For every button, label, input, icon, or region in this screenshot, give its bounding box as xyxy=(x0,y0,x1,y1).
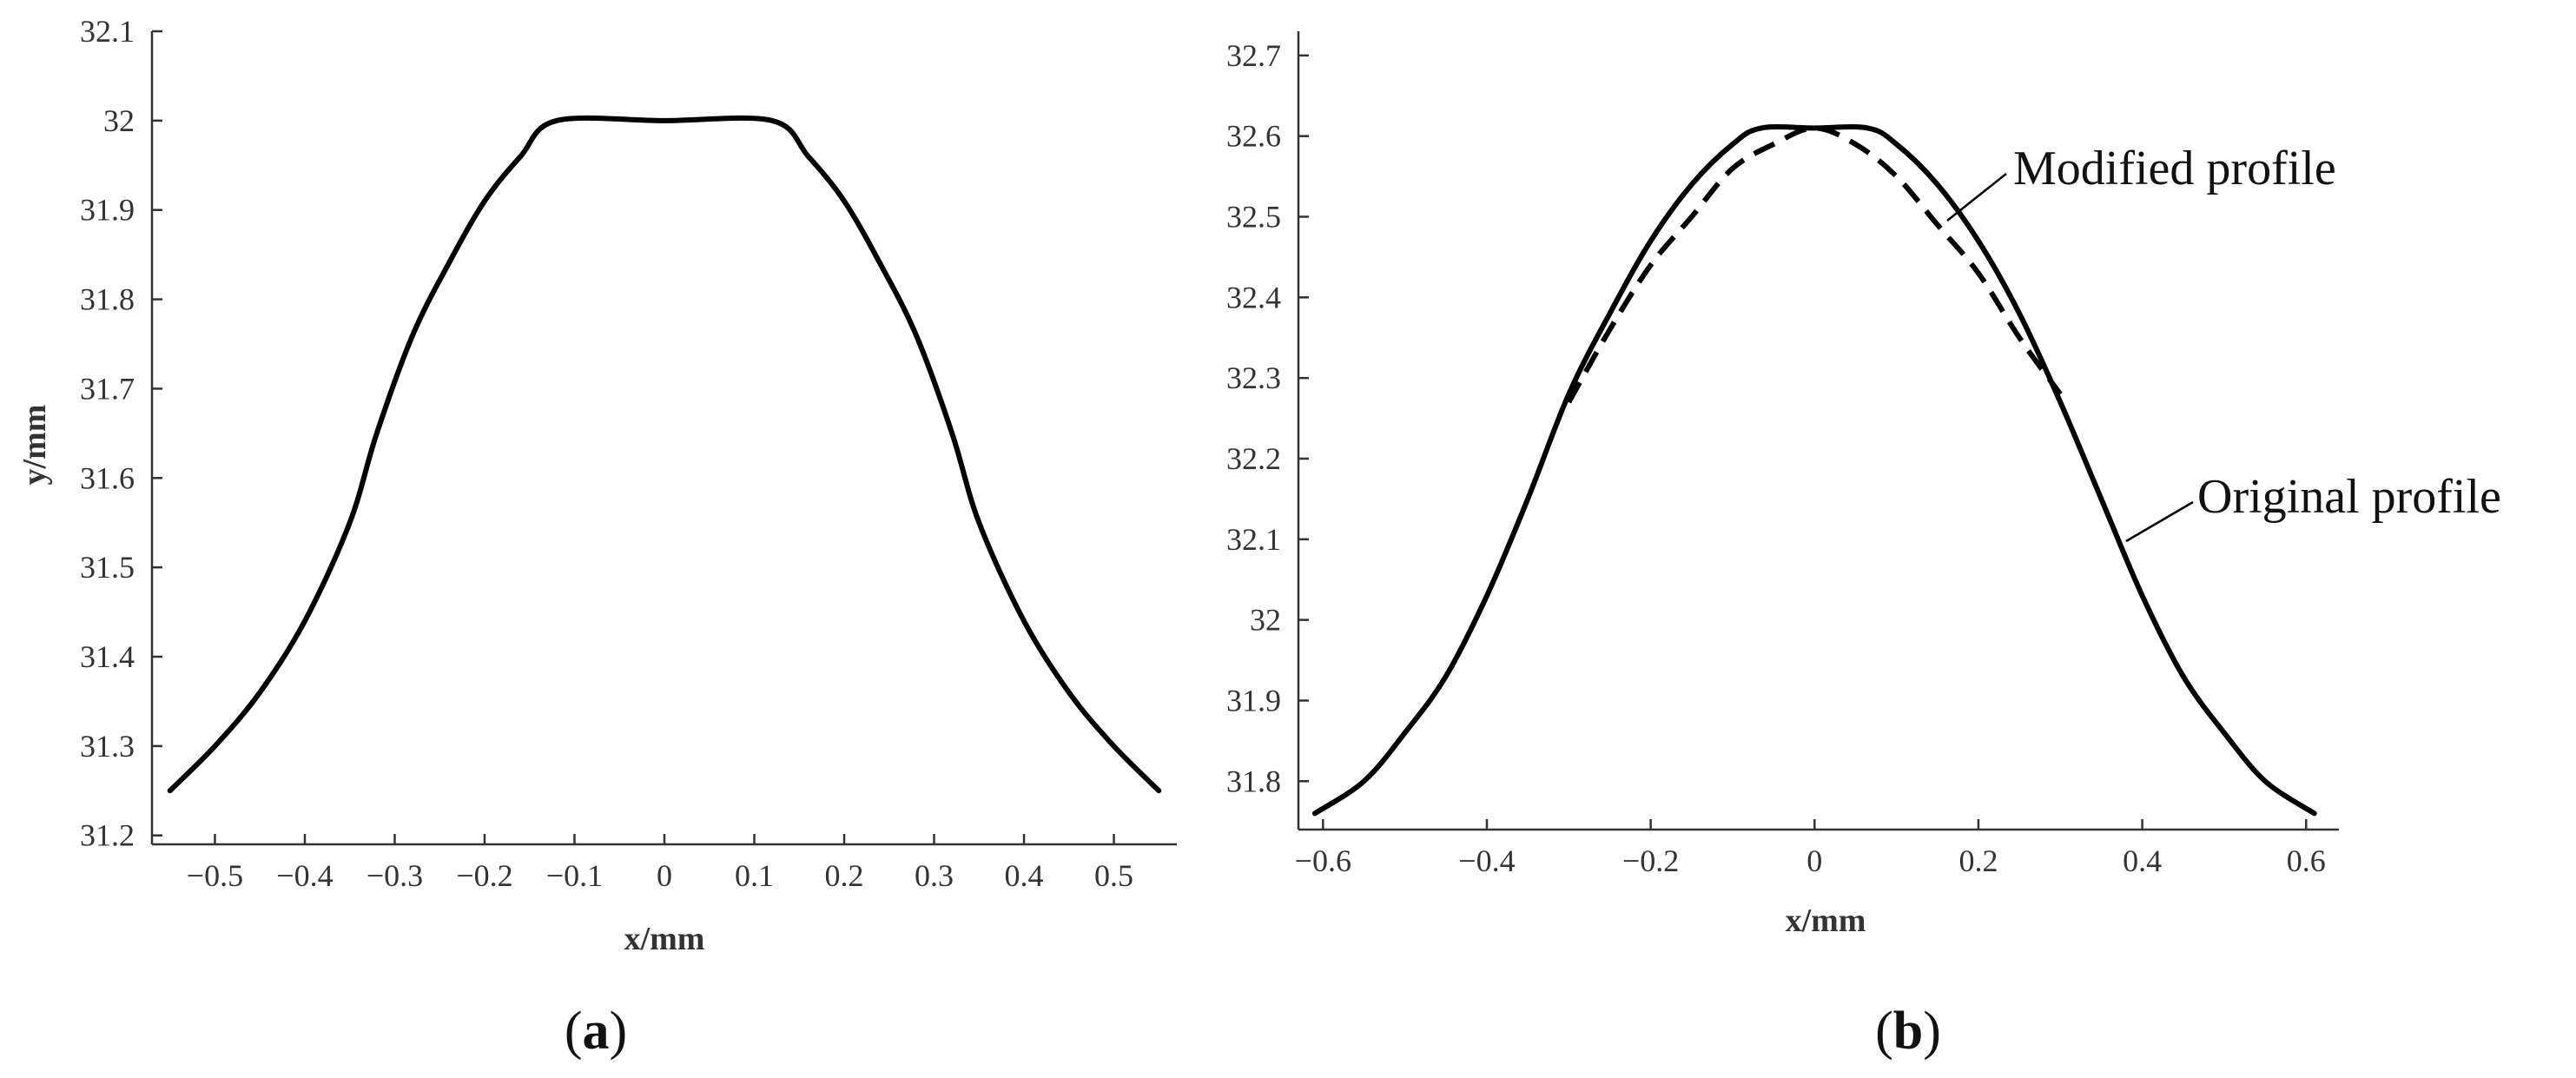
panel-b-x-tick-label: −0.4 xyxy=(1458,843,1515,878)
modified-profile-line xyxy=(1566,125,2063,404)
panel-b-y-tick-label: 32.7 xyxy=(1226,38,1281,73)
panel-a-y-tick-label: 31.3 xyxy=(80,729,135,764)
panel-a-series-0-line xyxy=(167,115,1162,794)
panel-b-curves xyxy=(1311,124,2317,817)
original-profile-line xyxy=(1311,124,2317,817)
panel-b-y-tick-label: 32.2 xyxy=(1226,441,1281,476)
panel-b-x-tick-label: −0.6 xyxy=(1295,843,1351,878)
panel-a-y-tick-label: 31.6 xyxy=(80,460,135,495)
panel-b-y-tick-label: 32.6 xyxy=(1226,119,1281,154)
original-profile-annotation: Original profile xyxy=(2197,470,2501,524)
panel-b-x-tick-label: 0.6 xyxy=(2287,843,2326,878)
modified-profile-annotation: Modified profile xyxy=(2013,142,2336,195)
panel-a-x-tick-label: 0.5 xyxy=(1094,858,1133,893)
panel-a-x-tick-label: −0.5 xyxy=(187,858,243,893)
original-profile-leader xyxy=(2125,500,2194,543)
panel-a-letter: a xyxy=(583,1002,610,1061)
panel-b-y-tick-label: 32.3 xyxy=(1226,360,1281,395)
panel-a-x-tick-label: −0.4 xyxy=(276,858,333,893)
panel-b-y-tick-label: 31.9 xyxy=(1226,683,1281,718)
panel-a-x-tick-label: 0.1 xyxy=(735,858,774,893)
panel-a-y-tick-label: 31.7 xyxy=(80,371,135,406)
panel-b-y-tick-label: 32.5 xyxy=(1226,200,1281,235)
panel-b-y-tick-label: 32.1 xyxy=(1226,522,1281,557)
panel-a-y-tick-label: 31.9 xyxy=(80,193,135,228)
panel-b-y-tick-label: 32.4 xyxy=(1226,280,1281,314)
modified-profile-leader xyxy=(1946,173,2007,222)
panel-b-axes: −0.6 −0.4 −0.2 0 0.2 0.4 0.6 31.8 31.9 32 32.1 32.2… xyxy=(1226,31,2339,878)
panel-a-x-tick-label: 0.2 xyxy=(825,858,864,893)
panel-a-y-tick-label: 31.4 xyxy=(80,639,135,674)
panel-a-curves xyxy=(167,115,1162,794)
panel-b-x-tick-label: −0.2 xyxy=(1622,843,1679,878)
panel-a-y-tick-label: 31.2 xyxy=(80,818,135,853)
panel-b-x-tick-label: 0.2 xyxy=(1958,843,1998,878)
panel-b-xlabel: x/mm xyxy=(1786,903,1866,939)
panel-a-y-tick-label: 31.8 xyxy=(80,282,135,317)
panel-a-x-tick-label: −0.1 xyxy=(546,858,603,893)
panel-b-x-tick-label: 0 xyxy=(1807,843,1822,878)
panel-a-y-tick-label: 31.5 xyxy=(80,550,135,585)
panel-b-y-tick-label: 32 xyxy=(1250,603,1281,638)
panel-a-x-tick-label: 0.3 xyxy=(915,858,954,893)
panel-b-chart: −0.6 −0.4 −0.2 0 0.2 0.4 0.6 31.8 31.9 32 32.1 32.2… xyxy=(1226,31,2501,1061)
panel-a-xlabel: x/mm xyxy=(624,921,705,957)
panel-a-x-tick-label: −0.3 xyxy=(367,858,423,893)
panel-a-x-tick-label: 0.4 xyxy=(1005,858,1044,893)
panel-a-y-tick-label: 32 xyxy=(103,103,135,138)
panel-a-x-tick-label: 0 xyxy=(657,858,672,893)
panel-a-x-tick-label: −0.2 xyxy=(456,858,512,893)
panel-a-axes: −0.5 −0.4 −0.3 −0.2 −0.1 0 0.1 0.2 0.3 0.4 0.5 31.2… xyxy=(80,14,1177,893)
panel-a-ylabel: y/mm xyxy=(17,405,53,486)
panel-a-chart: −0.5 −0.4 −0.3 −0.2 −0.1 0 0.1 0.2 0.3 0.4 0.5 31.2… xyxy=(17,14,1177,1061)
panel-a-y-tick-label: 32.1 xyxy=(80,14,135,49)
panel-a-caption: (a) xyxy=(565,1002,627,1061)
panel-b-y-tick-label: 31.8 xyxy=(1226,764,1281,798)
panel-b-x-tick-label: 0.4 xyxy=(2123,843,2162,878)
panel-b-caption: (b) xyxy=(1875,1002,1941,1061)
panel-b-letter: b xyxy=(1893,1002,1923,1061)
